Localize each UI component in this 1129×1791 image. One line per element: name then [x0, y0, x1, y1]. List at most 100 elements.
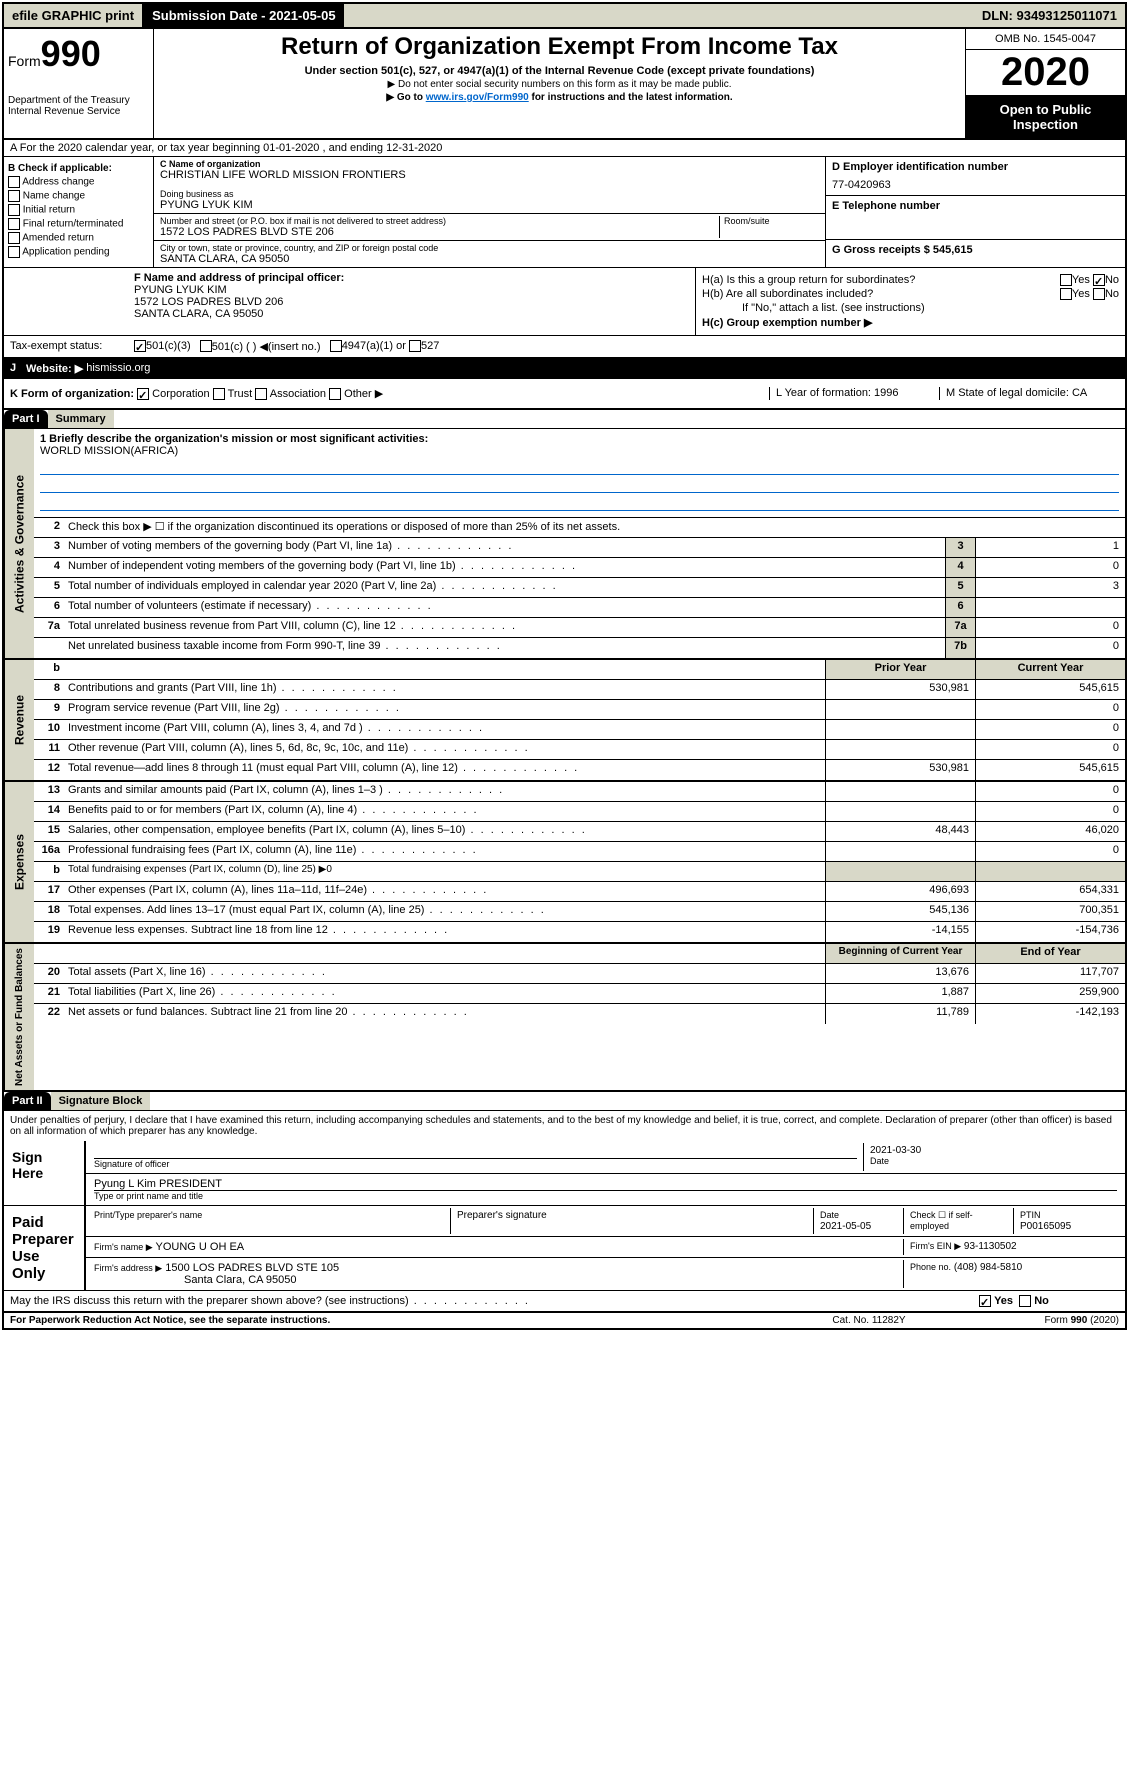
cat-no: Cat. No. 11282Y — [769, 1315, 969, 1326]
opt-other: Other ▶ — [344, 388, 383, 400]
irs-link[interactable]: www.irs.gov/Form990 — [426, 92, 529, 103]
hb-note: If "No," attach a list. (see instruction… — [702, 302, 1119, 314]
part2-header: Part IISignature Block — [4, 1092, 1125, 1111]
gov-line: 6Total number of volunteers (estimate if… — [34, 598, 1125, 618]
col-b-item: Amended return — [8, 232, 149, 244]
opt-assoc: Association — [270, 388, 326, 400]
firm-phone: (408) 984-5810 — [954, 1262, 1022, 1273]
checkbox[interactable] — [8, 218, 20, 230]
4947-checkbox[interactable] — [330, 340, 342, 352]
mission-question: 1 Briefly describe the organization's mi… — [40, 433, 428, 445]
ha-no-checkbox[interactable] — [1093, 274, 1105, 286]
col-b-item: Final return/terminated — [8, 218, 149, 230]
col-b-item: Initial return — [8, 204, 149, 216]
dba-label: Doing business as — [160, 189, 819, 199]
col-c: C Name of organization CHRISTIAN LIFE WO… — [154, 157, 825, 267]
checkbox[interactable] — [8, 204, 20, 216]
checkbox[interactable] — [8, 190, 20, 202]
checkbox[interactable] — [8, 246, 20, 258]
ptin-value: P00165095 — [1020, 1221, 1071, 1232]
topbar-spacer — [344, 4, 974, 27]
data-line: 8Contributions and grants (Part VIII, li… — [34, 680, 1125, 700]
gov-line: 2Check this box ▶ ☐ if the organization … — [34, 518, 1125, 538]
data-line: 10Investment income (Part VIII, column (… — [34, 720, 1125, 740]
yes-label: Yes — [1072, 274, 1090, 286]
note-link: ▶ Go to www.irs.gov/Form990 for instruct… — [158, 92, 961, 103]
form-title: Return of Organization Exempt From Incom… — [158, 33, 961, 61]
discuss-no-checkbox[interactable] — [1019, 1295, 1031, 1307]
row-k-org-form: K Form of organization: Corporation Trus… — [4, 379, 1125, 410]
gov-line: 4Number of independent voting members of… — [34, 558, 1125, 578]
501c-checkbox[interactable] — [200, 340, 212, 352]
form-subtitle: Under section 501(c), 527, or 4947(a)(1)… — [158, 65, 961, 77]
discuss-yes-checkbox[interactable] — [979, 1295, 991, 1307]
ein-value: 77-0420963 — [832, 179, 1119, 191]
data-line: 21Total liabilities (Part X, line 26)1,8… — [34, 984, 1125, 1004]
data-line: 12Total revenue—add lines 8 through 11 (… — [34, 760, 1125, 780]
sig-date: 2021-03-30 — [870, 1145, 1117, 1156]
efile-label[interactable]: efile GRAPHIC print — [4, 4, 144, 27]
firm-addr1: 1500 LOS PADRES BLVD STE 105 — [165, 1262, 339, 1274]
data-line: 16aProfessional fundraising fees (Part I… — [34, 842, 1125, 862]
hb-yes-checkbox[interactable] — [1060, 288, 1072, 300]
assoc-checkbox[interactable] — [255, 388, 267, 400]
trust-checkbox[interactable] — [213, 388, 225, 400]
corp-checkbox[interactable] — [137, 388, 149, 400]
527-checkbox[interactable] — [409, 340, 421, 352]
topbar: efile GRAPHIC print Submission Date - 20… — [4, 4, 1125, 29]
officer-addr1: 1572 LOS PADRES BLVD 206 — [134, 296, 585, 308]
paid-preparer-section: Paid Preparer Use Only Print/Type prepar… — [4, 1206, 1125, 1291]
col-b-item: Name change — [8, 190, 149, 202]
gov-line: 7aTotal unrelated business revenue from … — [34, 618, 1125, 638]
prior-year-hdr: Prior Year — [825, 660, 975, 679]
prep-sig-label: Preparer's signature — [450, 1208, 813, 1234]
gov-line: 5Total number of individuals employed in… — [34, 578, 1125, 598]
discuss-row: May the IRS discuss this return with the… — [4, 1291, 1125, 1313]
ha-yes-checkbox[interactable] — [1060, 274, 1072, 286]
checkbox[interactable] — [8, 232, 20, 244]
firm-ein: 93-1130502 — [964, 1241, 1017, 1252]
state-domicile: M State of legal domicile: CA — [939, 387, 1119, 400]
form-word: Form — [8, 53, 41, 69]
gov-line: Net unrelated business taxable income fr… — [34, 638, 1125, 658]
city-label: City or town, state or province, country… — [160, 243, 819, 253]
officer-print-name: Pyung L Kim PRESIDENT — [94, 1178, 1117, 1191]
col-de: D Employer identification number 77-0420… — [825, 157, 1125, 267]
firm-addr-label: Firm's address ▶ — [94, 1263, 162, 1273]
gross-receipts: G Gross receipts $ 545,615 — [832, 244, 973, 256]
firm-phone-label: Phone no. — [910, 1262, 951, 1272]
k-label: K Form of organization: — [10, 388, 134, 400]
col-b-item: Address change — [8, 176, 149, 188]
firm-addr2: Santa Clara, CA 95050 — [94, 1274, 897, 1286]
year-formation: L Year of formation: 1996 — [769, 387, 939, 400]
prep-date: 2021-05-05 — [820, 1221, 871, 1232]
dba-value: PYUNG LYUK KIM — [160, 199, 819, 211]
opt-501c: 501(c) ( ) ◀(insert no.) — [212, 340, 321, 353]
dln: DLN: 93493125011071 — [974, 4, 1125, 27]
data-line: 19Revenue less expenses. Subtract line 1… — [34, 922, 1125, 942]
hb-no-checkbox[interactable] — [1093, 288, 1105, 300]
note-ssn: ▶ Do not enter social security numbers o… — [158, 79, 961, 90]
prep-name-label: Print/Type preparer's name — [88, 1208, 450, 1234]
checkbox[interactable] — [8, 176, 20, 188]
form-ref: Form 990 (2020) — [969, 1315, 1119, 1326]
sig-date-label: Date — [870, 1156, 1117, 1166]
other-checkbox[interactable] — [329, 388, 341, 400]
hdr-b: b — [34, 660, 64, 679]
501c3-checkbox[interactable] — [134, 340, 146, 352]
declaration-text: Under penalties of perjury, I declare th… — [4, 1111, 1125, 1141]
tax-status-label: Tax-exempt status: — [10, 340, 134, 353]
gov-line: 3Number of voting members of the governi… — [34, 538, 1125, 558]
part1-header: Part ISummary — [4, 410, 1125, 429]
opt-trust: Trust — [228, 388, 253, 400]
col-b-item: Application pending — [8, 246, 149, 258]
hc-label: H(c) Group exemption number ▶ — [702, 317, 872, 329]
mission-area: 1 Briefly describe the organization's mi… — [34, 429, 1125, 518]
data-line: 13Grants and similar amounts paid (Part … — [34, 782, 1125, 802]
data-line: bTotal fundraising expenses (Part IX, co… — [34, 862, 1125, 882]
part1-title: Summary — [48, 410, 114, 428]
section-fh: F Name and address of principal officer:… — [4, 268, 1125, 336]
phone-label: E Telephone number — [832, 200, 940, 212]
part2-title: Signature Block — [51, 1092, 151, 1110]
officer-addr2: SANTA CLARA, CA 95050 — [134, 308, 585, 320]
